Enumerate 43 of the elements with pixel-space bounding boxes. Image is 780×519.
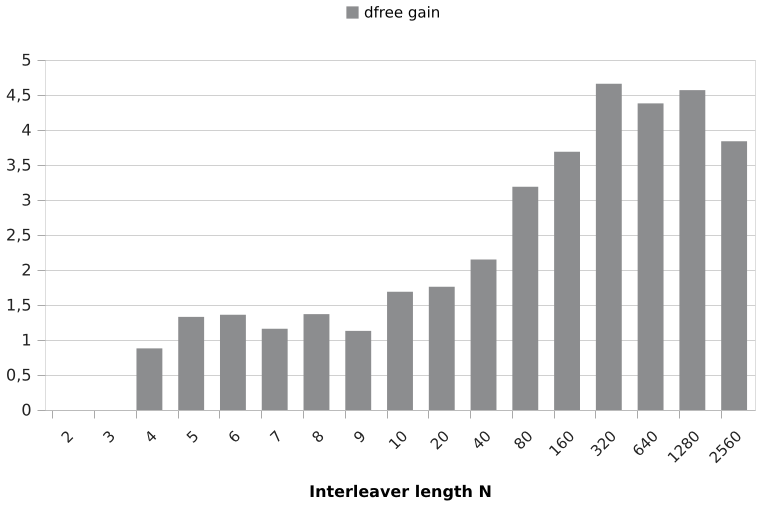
x-tick-label: 20 [426,427,454,454]
bar [220,314,246,410]
x-tick-label: 160 [545,427,578,460]
y-tick-label: 1,5 [6,296,32,314]
bar [638,103,664,410]
y-tick-label: 3 [21,190,32,210]
y-tick-label: 5 [21,50,32,70]
x-tick-label: 640 [628,427,662,460]
x-tick-label: 3 [99,427,119,447]
y-tick-label: 1 [21,330,32,350]
x-tick-label: 320 [587,427,620,460]
bar [428,286,455,410]
y-tick-label: 4,5 [6,86,32,104]
x-tick-label: 4 [141,427,161,447]
bar [387,292,413,410]
y-tick-label: 2,5 [6,226,32,244]
bar [721,141,748,410]
x-tick-label: 8 [308,427,328,447]
bar [262,328,288,410]
y-tick-label: 4 [21,120,32,140]
bar [512,186,538,410]
x-axis-title: Interleaver length N [309,482,492,502]
x-tick-label: 5 [183,427,202,447]
x-tick-label: 80 [510,427,537,454]
x-tick-label: 10 [385,427,412,454]
y-tick-label: 3,5 [6,156,32,174]
bar [345,330,372,410]
x-tick-label: 9 [350,427,370,447]
legend-label: dfree gain [364,4,440,22]
bar [596,84,622,410]
bar [304,314,330,410]
x-tick-label: 2 [58,427,78,447]
x-tick-label: 7 [266,427,286,447]
bar [136,348,162,410]
y-tick-label: 0 [21,400,32,420]
bar [470,260,496,410]
x-tick-label: 40 [468,427,495,454]
y-tick-label: 0,5 [6,366,32,384]
bar [679,90,706,410]
x-tick-label: 6 [224,427,244,447]
bar [554,152,580,410]
bar [178,316,204,410]
y-tick-label: 2 [21,260,32,280]
